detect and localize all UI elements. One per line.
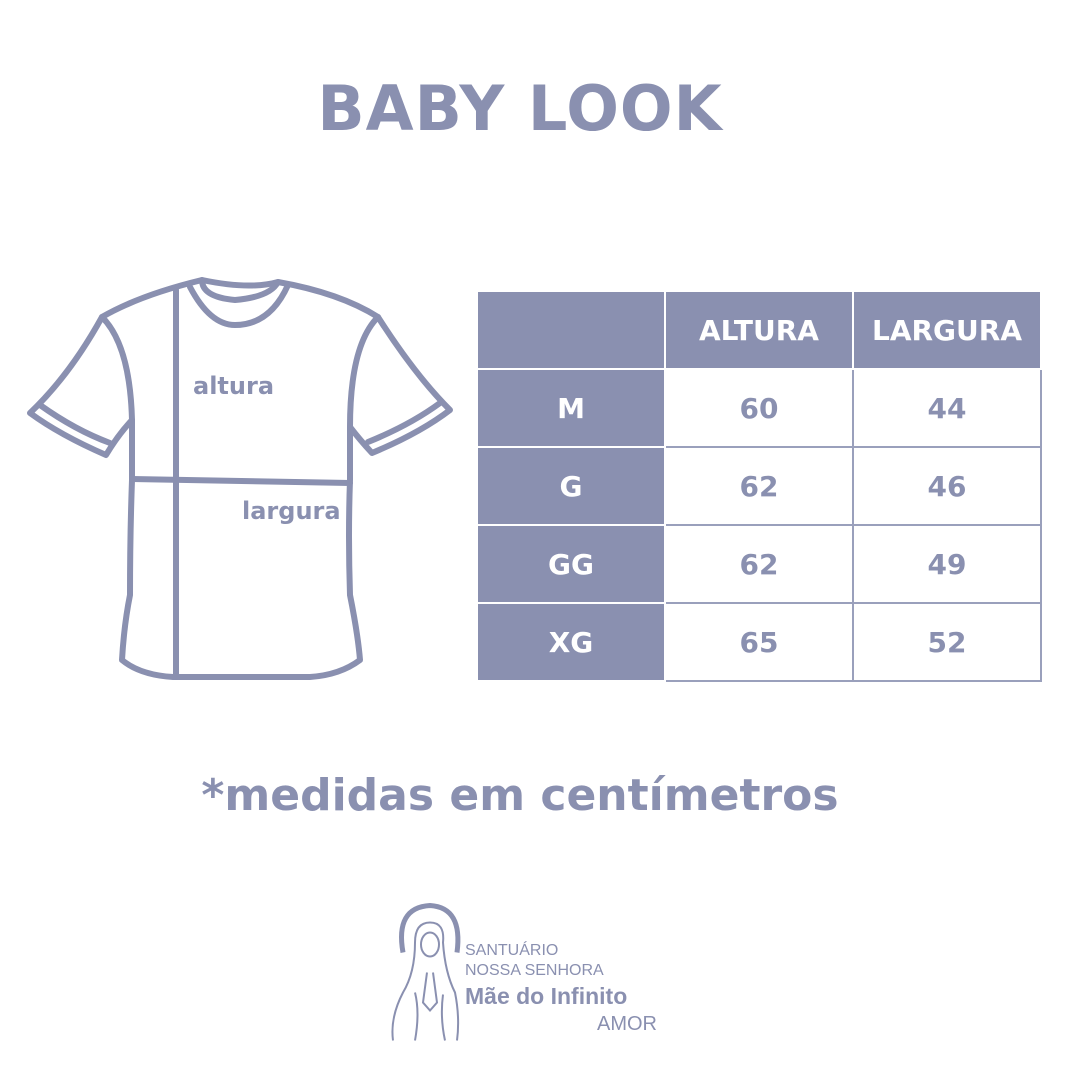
size-cell: M [476, 368, 666, 448]
width-cell: 52 [852, 602, 1042, 682]
width-cell: 44 [852, 368, 1042, 448]
width-line [129, 476, 353, 486]
logo-line-4: AMOR [597, 1013, 657, 1035]
size-cell: G [476, 446, 666, 526]
logo-line-1: SANTUÁRIO [465, 942, 559, 959]
height-label: altura [193, 372, 275, 400]
page-title: BABY LOOK [317, 72, 723, 145]
table-row: M 60 44 [476, 368, 1042, 448]
height-cell: 65 [664, 602, 854, 682]
width-label: largura [242, 497, 341, 525]
logo-line-2: NOSSA SENHORA [465, 962, 604, 979]
logo-line-3: Mãe do Infinito [465, 983, 628, 1009]
table-row: XG 65 52 [476, 602, 1042, 682]
table-header-row: ALTURA LARGURA [476, 290, 1042, 370]
header-cell: ALTURA [664, 290, 854, 370]
height-cell: 62 [664, 446, 854, 526]
width-cell: 46 [852, 446, 1042, 526]
shirt-outline [27, 277, 453, 680]
measurement-note: *medidas em centímetros [201, 770, 839, 821]
table-row: G 62 46 [476, 446, 1042, 526]
height-cell: 62 [664, 524, 854, 604]
size-cell: GG [476, 524, 666, 604]
table-row: GG 62 49 [476, 524, 1042, 604]
width-cell: 49 [852, 524, 1042, 604]
header-cell: LARGURA [852, 290, 1042, 370]
size-cell: XG [476, 602, 666, 682]
size-table: ALTURA LARGURA M 60 44 G 62 46 GG 62 49 … [476, 290, 1042, 682]
header-cell [476, 290, 666, 370]
collar [187, 282, 291, 328]
tshirt-diagram [27, 277, 453, 680]
logo: SANTUÁRIO NOSSA SENHORA Mãe do Infinito … [385, 900, 657, 1049]
saint-figure-icon [391, 902, 461, 1041]
height-cell: 60 [664, 368, 854, 448]
